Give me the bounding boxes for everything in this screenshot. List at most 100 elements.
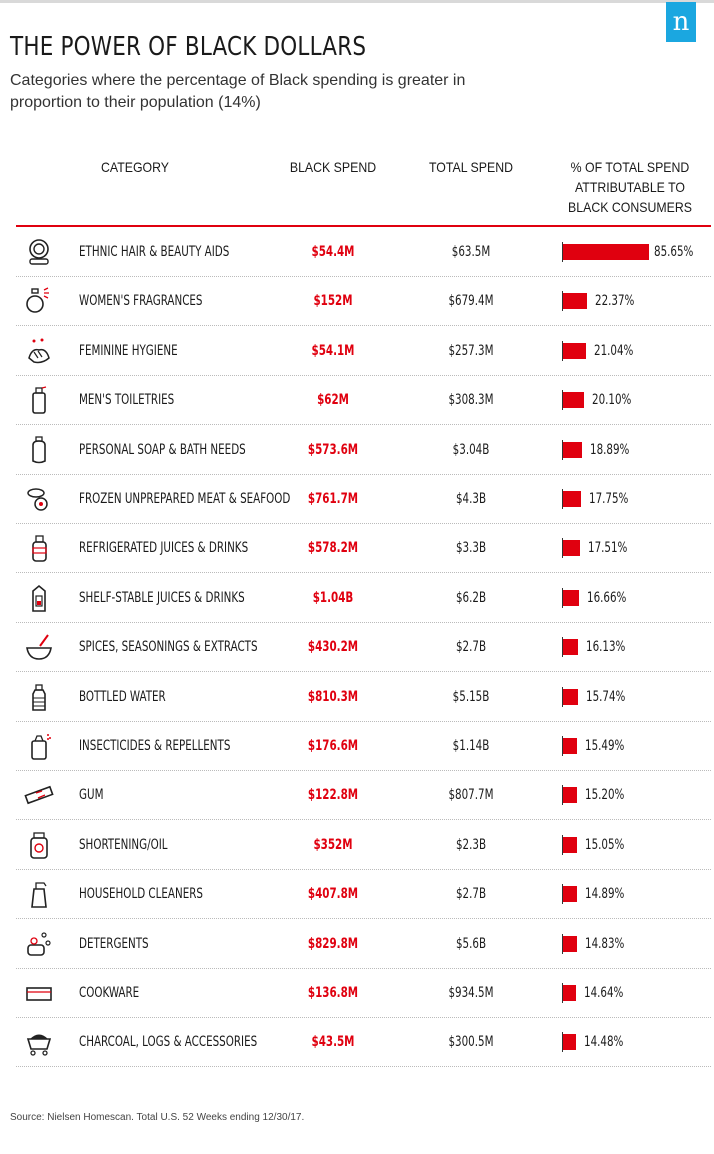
total-spend-value: $300.5M [448,1034,494,1051]
percent-label: 14.48% [584,1034,624,1051]
category-label: FEMININE HYGIENE [79,342,178,359]
bar-axis-tick [562,439,563,460]
row-divider [16,671,711,673]
percent-label: 16.13% [586,639,626,656]
category-label: COOKWARE [79,985,140,1001]
total-spend-value: $2.7B [455,886,487,903]
table-row: SHORTENING/OIL $352M $2.3B 15.05% [16,821,711,870]
bar-axis-tick [562,390,563,411]
total-spend-value: $2.7B [455,639,487,656]
bar-axis-tick [562,884,563,905]
column-header-black-spend: BLACK SPEND [289,159,377,175]
total-spend-value: $308.3M [448,392,494,409]
table-row: REFRIGERATED JUICES & DRINKS $578.2M $3.3B… [16,524,711,574]
table-row: HOUSEHOLD CLEANERS $407.8M $2.7B 14.89% [16,870,711,920]
category-label: REFRIGERATED JUICES & DRINKS [79,540,249,557]
water-bottle-icon [24,682,54,712]
black-spend-value: $430.2M [307,639,359,656]
row-divider [16,967,711,969]
percent-label: 15.49% [585,738,625,754]
bar-axis-tick [562,736,563,756]
percent-bar [563,639,579,656]
percent-bar [563,985,577,1001]
percent-bar [563,688,578,705]
percent-label: 85.65% [654,244,694,260]
column-header-category: CATEGORY [100,159,170,175]
percent-bar [563,392,585,409]
category-label: MEN'S TOILETRIES [79,392,175,409]
bar-axis-tick [562,834,563,855]
percent-bar [563,935,577,952]
total-spend-value: $5.15B [452,688,490,705]
soap-bottle-icon [24,435,54,465]
total-spend-value: $3.3B [455,540,487,557]
percent-label: 16.66% [587,589,627,606]
table-row: COOKWARE $136.8M $934.5M 14.64% [16,969,711,1018]
row-divider [16,621,711,623]
category-label: PERSONAL SOAP & BATH NEEDS [79,441,246,458]
soap-bubbles-icon [24,929,54,959]
black-spend-value: $54.4M [311,244,355,260]
category-label: ETHNIC HAIR & BEAUTY AIDS [79,244,230,260]
juice-carton-icon [24,583,54,613]
nielsen-logo[interactable]: n [666,2,696,42]
bar-axis-tick [562,340,563,361]
cleaner-bottle-icon [24,879,54,909]
oil-jar-icon [24,830,54,860]
black-spend-value: $1.04B [312,589,354,606]
black-spend-value: $176.6M [307,738,359,754]
percent-label: 15.05% [584,836,625,853]
bar-axis-tick [562,489,563,509]
percent-label: 15.74% [585,688,626,705]
bar-axis-tick [562,983,563,1003]
black-spend-value: $122.8M [307,787,359,804]
row-divider [16,523,711,524]
black-spend-value: $136.8M [307,985,359,1001]
bar-axis-tick [562,242,563,262]
percent-label: 21.04% [593,342,633,359]
table-row: FROZEN UNPREPARED MEAT & SEAFOOD $761.7M $… [16,475,711,524]
table-row: BOTTLED WATER $810.3M $5.15B 15.74% [16,673,711,722]
category-label: SHORTENING/OIL [79,836,168,853]
spray-can-icon [24,731,54,761]
table-row: MEN'S TOILETRIES $62M $308.3M 20.10% [16,376,711,426]
percent-bar [563,787,578,804]
category-label: DETERGENTS [79,935,149,952]
table-row: PERSONAL SOAP & BATH NEEDS $573.6M $3.04B 1… [16,426,711,475]
percent-label: 22.37% [595,293,635,310]
percent-label: 15.20% [585,787,625,804]
percent-bar [563,293,588,310]
bar-axis-tick [562,1032,563,1053]
total-spend-value: $807.7M [448,787,494,804]
row-divider [16,276,711,277]
bar-axis-tick [562,538,563,559]
black-spend-value: $761.7M [307,491,359,507]
total-spend-value: $679.4M [448,293,494,310]
table-row: WOMEN'S FRAGRANCES $152M $679.4M 22.37% [16,277,711,327]
column-header-percent: % OF TOTAL SPEND ATTRIBUTABLE TO BLACK C… [568,159,692,215]
black-spend-value: $407.8M [307,886,359,903]
table-row: SHELF-STABLE JUICES & DRINKS $1.04B $6.2B 1… [16,574,711,623]
page-subtitle: Categories where the percentage of Black… [10,72,466,111]
table-row: CHARCOAL, LOGS & ACCESSORIES $43.5M $300.5… [16,1018,711,1068]
baking-pan-icon [24,978,54,1008]
black-spend-value: $810.3M [307,688,359,705]
category-label: GUM [79,787,104,804]
category-label: FROZEN UNPREPARED MEAT & SEAFOOD [79,491,291,507]
percent-bar [563,244,649,260]
row-divider [16,473,711,475]
juice-bottle-icon [24,533,54,563]
black-spend-value: $352M [313,836,353,853]
bar-axis-tick [562,587,563,608]
percent-bar [563,441,583,458]
percent-label: 14.89% [584,886,624,903]
category-label: BOTTLED WATER [79,688,166,705]
percent-bar [563,1034,577,1051]
total-spend-value: $3.04B [452,441,490,458]
total-spend-value: $6.2B [455,589,487,606]
compact-mirror-icon [24,237,54,267]
black-spend-value: $829.8M [307,935,359,952]
percent-bar [563,738,578,754]
spray-bottle-icon [24,385,54,415]
row-divider [16,770,711,771]
